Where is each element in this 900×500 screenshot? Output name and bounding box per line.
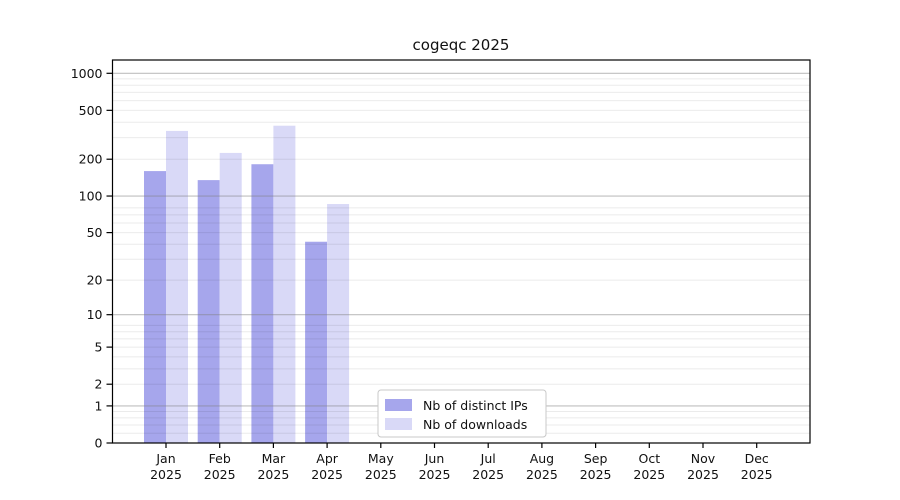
x-tick-label-month-nov: Nov (691, 451, 716, 466)
x-tick-label-year-jun: 2025 (419, 467, 451, 482)
legend-label-distinct-ips: Nb of distinct IPs (423, 398, 528, 413)
bar-downloads-feb (219, 152, 242, 443)
legend-box (377, 389, 547, 438)
x-tick-label-year-jul: 2025 (472, 467, 504, 482)
x-tick-label-year-nov: 2025 (687, 467, 719, 482)
bar-distinct-ips-feb (197, 180, 220, 443)
bar-downloads-mar (273, 125, 296, 443)
bar-distinct-ips-apr (305, 241, 328, 443)
x-tick-label-month-may: May (368, 451, 394, 466)
x-tick-label-month-jan: Jan (155, 451, 175, 466)
x-axis: Jan2025Feb2025Mar2025Apr2025May2025Jun20… (150, 443, 773, 482)
legend-swatch-downloads (385, 418, 412, 430)
y-tick-label: 200 (79, 152, 103, 167)
y-tick-label: 5 (95, 340, 103, 355)
x-tick-label-year-jan: 2025 (150, 467, 182, 482)
legend: Nb of distinct IPs Nb of downloads (377, 389, 547, 438)
x-tick-label-year-dec: 2025 (741, 467, 773, 482)
legend-swatch-distinct-ips (385, 399, 412, 411)
x-tick-label-year-mar: 2025 (257, 467, 289, 482)
y-tick-label: 1000 (71, 66, 103, 81)
x-tick-label-year-feb: 2025 (204, 467, 236, 482)
y-tick-label: 20 (87, 273, 103, 288)
x-tick-label-year-apr: 2025 (311, 467, 343, 482)
y-tick-label: 500 (79, 103, 103, 118)
y-tick-label: 1 (95, 398, 103, 413)
x-tick-label-year-may: 2025 (365, 467, 397, 482)
x-tick-label-year-oct: 2025 (633, 467, 665, 482)
x-tick-label-month-jun: Jun (424, 451, 445, 466)
bar-downloads-jan (166, 130, 188, 443)
x-tick-label-year-aug: 2025 (526, 467, 558, 482)
x-tick-label-month-oct: Oct (638, 451, 660, 466)
x-tick-label-month-jul: Jul (480, 451, 496, 466)
bar-distinct-ips-jan (144, 171, 166, 443)
x-tick-label-month-mar: Mar (262, 451, 286, 466)
x-tick-label-month-sep: Sep (584, 451, 608, 466)
x-tick-label-month-feb: Feb (209, 451, 231, 466)
chart-title: cogeqc 2025 (413, 36, 510, 54)
y-axis: 0 1 2 5 10 20 50 100 200 500 1000 (71, 66, 113, 451)
x-tick-label-year-sep: 2025 (580, 467, 612, 482)
legend-label-downloads: Nb of downloads (423, 417, 527, 432)
y-tick-label: 10 (87, 307, 103, 322)
y-tick-label: 50 (87, 225, 103, 240)
x-tick-label-month-aug: Aug (530, 451, 554, 466)
bar-distinct-ips-mar (251, 164, 274, 443)
y-tick-label: 0 (95, 436, 103, 451)
plot-frame (111, 59, 811, 444)
bars-layer (144, 125, 350, 443)
bar-downloads-apr (327, 204, 350, 443)
gridlines-layer (112, 72, 810, 434)
x-tick-label-month-dec: Dec (745, 451, 769, 466)
y-tick-label: 2 (95, 377, 103, 392)
y-tick-label: 100 (79, 189, 103, 204)
x-tick-label-month-apr: Apr (316, 451, 338, 466)
